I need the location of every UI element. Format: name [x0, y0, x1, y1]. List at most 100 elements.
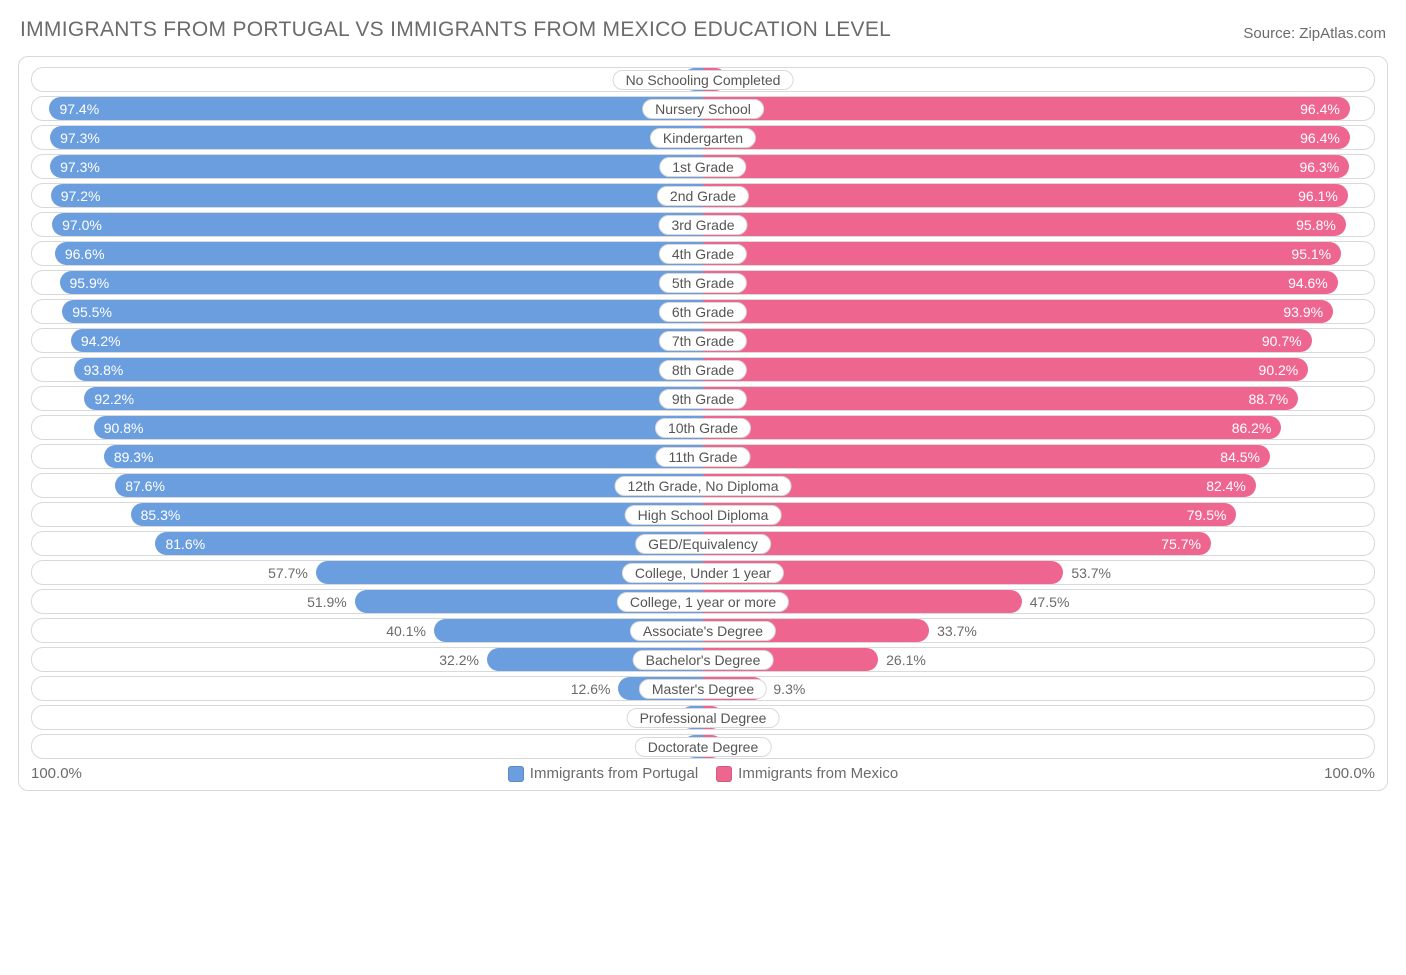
bar-left: 93.8%	[74, 358, 703, 381]
chart-row: 89.3%84.5%11th Grade	[31, 444, 1375, 469]
bar-right-value: 26.1%	[878, 652, 934, 668]
bar-left-half: 81.6%	[32, 532, 703, 555]
chart-row: 97.3%96.3%1st Grade	[31, 154, 1375, 179]
bar-right-half: 47.5%	[703, 590, 1374, 613]
bar-left: 96.6%	[55, 242, 703, 265]
chart-row-track: 97.4%96.4%Nursery School	[31, 96, 1375, 121]
bar-right: 95.8%	[703, 213, 1346, 236]
bar-left: 95.5%	[62, 300, 703, 323]
bar-right-half: 94.6%	[703, 271, 1374, 294]
bar-left: 95.9%	[60, 271, 703, 294]
bar-right-value: 33.7%	[929, 623, 985, 639]
bar-right-half: 2.6%	[703, 706, 1374, 729]
category-label: GED/Equivalency	[635, 534, 771, 554]
chart-row: 95.5%93.9%6th Grade	[31, 299, 1375, 324]
bar-left-half: 3.5%	[32, 706, 703, 729]
bar-left-half: 93.8%	[32, 358, 703, 381]
bar-left-half: 85.3%	[32, 503, 703, 526]
bar-left: 85.3%	[131, 503, 703, 526]
bar-left-half: 97.0%	[32, 213, 703, 236]
bar-right-half: 88.7%	[703, 387, 1374, 410]
chart-row-track: 94.2%90.7%7th Grade	[31, 328, 1375, 353]
chart-row-track: 81.6%75.7%GED/Equivalency	[31, 531, 1375, 556]
bar-left-half: 32.2%	[32, 648, 703, 671]
bar-left-half: 2.7%	[32, 68, 703, 91]
category-label: Nursery School	[642, 99, 764, 119]
chart-row: 51.9%47.5%College, 1 year or more	[31, 589, 1375, 614]
chart-row-track: 97.3%96.4%Kindergarten	[31, 125, 1375, 150]
bar-right: 96.3%	[703, 155, 1349, 178]
bar-right-half: 75.7%	[703, 532, 1374, 555]
chart-row-track: 12.6% 9.3%Master's Degree	[31, 676, 1375, 701]
category-label: 6th Grade	[659, 302, 747, 322]
category-label: Doctorate Degree	[635, 737, 772, 757]
category-label: No Schooling Completed	[613, 70, 794, 90]
category-label: 5th Grade	[659, 273, 747, 293]
bar-right: 79.5%	[703, 503, 1236, 526]
bar-right-half: 26.1%	[703, 648, 1374, 671]
chart-row-track: 85.3%79.5%High School Diploma	[31, 502, 1375, 527]
bar-left: 94.2%	[71, 329, 703, 352]
chart-row-track: 92.2%88.7%9th Grade	[31, 386, 1375, 411]
bar-right-half: 82.4%	[703, 474, 1374, 497]
chart-row: 87.6%82.4%12th Grade, No Diploma	[31, 473, 1375, 498]
bar-right-half: 96.1%	[703, 184, 1374, 207]
bar-right: 86.2%	[703, 416, 1281, 439]
chart-row: 40.1%33.7%Associate's Degree	[31, 618, 1375, 643]
chart-row: 93.8%90.2%8th Grade	[31, 357, 1375, 382]
bar-left-half: 97.3%	[32, 126, 703, 149]
bar-right-half: 90.7%	[703, 329, 1374, 352]
category-label: 2nd Grade	[657, 186, 749, 206]
bar-right-half: 84.5%	[703, 445, 1374, 468]
chart-row: 97.2%96.1%2nd Grade	[31, 183, 1375, 208]
bar-left-half: 96.6%	[32, 242, 703, 265]
chart-row: 81.6%75.7%GED/Equivalency	[31, 531, 1375, 556]
chart-row-track: 89.3%84.5%11th Grade	[31, 444, 1375, 469]
bar-right-half: 3.6%	[703, 68, 1374, 91]
bar-right: 90.2%	[703, 358, 1308, 381]
bar-left: 97.3%	[50, 126, 703, 149]
category-label: 9th Grade	[659, 389, 747, 409]
chart-row: 3.5%2.6%Professional Degree	[31, 705, 1375, 730]
chart-row-track: 57.7%53.7%College, Under 1 year	[31, 560, 1375, 585]
bar-left-value: 40.1%	[378, 623, 434, 639]
chart-row: 96.6%95.1%4th Grade	[31, 241, 1375, 266]
chart-legend: Immigrants from Portugal Immigrants from…	[82, 765, 1324, 782]
axis-max-right: 100.0%	[1324, 765, 1375, 782]
bar-right-half: 96.3%	[703, 155, 1374, 178]
bar-left-half: 95.9%	[32, 271, 703, 294]
legend-label-right: Immigrants from Mexico	[738, 765, 898, 782]
chart-row-track: 90.8%86.2%10th Grade	[31, 415, 1375, 440]
source-name: ZipAtlas.com	[1299, 25, 1386, 42]
bar-right-half: 79.5%	[703, 503, 1374, 526]
chart-row: 1.5%1.1%Doctorate Degree	[31, 734, 1375, 759]
bar-right: 95.1%	[703, 242, 1341, 265]
bar-left-half: 57.7%	[32, 561, 703, 584]
bar-left-half: 87.6%	[32, 474, 703, 497]
bar-right: 96.1%	[703, 184, 1348, 207]
chart-row: 85.3%79.5%High School Diploma	[31, 502, 1375, 527]
bar-left-half: 90.8%	[32, 416, 703, 439]
bar-right-half: 1.1%	[703, 735, 1374, 758]
bar-right-half: 33.7%	[703, 619, 1374, 642]
chart-row-track: 32.2%26.1%Bachelor's Degree	[31, 647, 1375, 672]
chart-row-track: 95.9%94.6%5th Grade	[31, 270, 1375, 295]
bar-right-value: 9.3%	[765, 681, 813, 697]
bar-left-half: 95.5%	[32, 300, 703, 323]
bar-right-half: 95.8%	[703, 213, 1374, 236]
category-label: Master's Degree	[639, 679, 767, 699]
bar-right-value: 47.5%	[1022, 594, 1078, 610]
bar-right-half: 96.4%	[703, 126, 1374, 149]
chart-row-track: 1.5%1.1%Doctorate Degree	[31, 734, 1375, 759]
bar-left: 89.3%	[104, 445, 703, 468]
legend-item-right: Immigrants from Mexico	[716, 765, 898, 782]
bar-left-half: 12.6%	[32, 677, 703, 700]
chart-row-track: 40.1%33.7%Associate's Degree	[31, 618, 1375, 643]
chart-row-track: 2.7%3.6%No Schooling Completed	[31, 67, 1375, 92]
category-label: 8th Grade	[659, 360, 747, 380]
chart-row: 2.7%3.6%No Schooling Completed	[31, 67, 1375, 92]
bar-right-half: 96.4%	[703, 97, 1374, 120]
bar-right: 75.7%	[703, 532, 1211, 555]
bar-right-half: 86.2%	[703, 416, 1374, 439]
chart-header: IMMIGRANTS FROM PORTUGAL VS IMMIGRANTS F…	[18, 18, 1388, 42]
